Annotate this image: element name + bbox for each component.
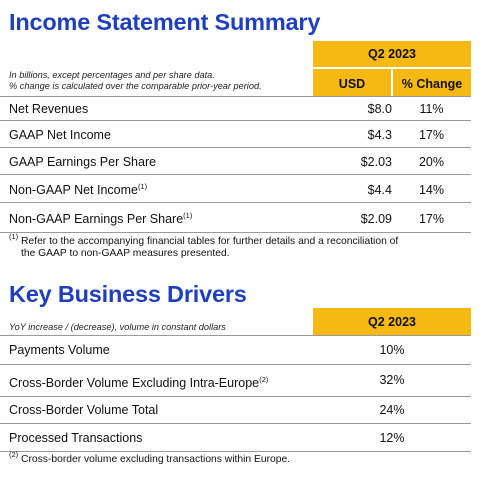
- row-label-text: Non-GAAP Earnings Per Share: [9, 212, 184, 226]
- table-row: Payments Volume 10%: [0, 335, 471, 365]
- row-label: GAAP Earnings Per Share: [9, 155, 157, 169]
- row-change-value: 20%: [418, 155, 445, 169]
- footnote-ref-1: (1): [138, 182, 148, 191]
- row-label: Net Revenues: [9, 102, 89, 116]
- table-row: Non-GAAP Net Income(1) $4.4 14%: [0, 175, 471, 203]
- footnote-1: (1) Refer to the accompanying financial …: [9, 233, 479, 260]
- row-usd-value: $2.09: [360, 212, 392, 226]
- footnote-2: (2) Cross-border volume excluding transa…: [9, 451, 479, 466]
- table-row: Cross-Border Volume Total 24%: [0, 397, 471, 424]
- row-change-value: 11%: [419, 102, 444, 116]
- footnote-2-mark: (2): [9, 450, 19, 459]
- row-value: 10%: [379, 343, 405, 357]
- row-label: Cross-Border Volume Total: [9, 403, 159, 417]
- change-header-cell: [393, 69, 471, 96]
- table-row: GAAP Net Income $4.3 17%: [0, 121, 471, 148]
- drivers-period-header-label: Q2 2023: [368, 315, 416, 329]
- row-usd-value: $8.0: [367, 102, 392, 116]
- row-value: 32%: [379, 373, 405, 387]
- row-value: 24%: [379, 403, 405, 417]
- footnote-ref-1: (1): [183, 211, 193, 220]
- footnote-2-text: Cross-border volume excluding transactio…: [21, 454, 291, 465]
- row-label: Payments Volume: [9, 343, 110, 357]
- row-usd-value: $2.03: [360, 155, 392, 169]
- footnote-1-line1: Refer to the accompanying financial tabl…: [21, 236, 399, 247]
- row-change-value: 14%: [418, 183, 445, 197]
- drivers-period-header-cell: [313, 308, 471, 335]
- table-row: Processed Transactions 12%: [0, 424, 471, 452]
- period-header-cell: [313, 41, 471, 67]
- key-business-drivers-title: Key Business Drivers: [9, 281, 247, 307]
- table-row: Net Revenues $8.0 11%: [0, 96, 471, 121]
- period-header-label: Q2 2023: [368, 47, 416, 61]
- footnote-1-mark: (1): [9, 232, 19, 241]
- row-label-text: Cross-Border Volume Excluding Intra-Euro…: [9, 376, 260, 390]
- row-label: Processed Transactions: [9, 431, 143, 445]
- table-row: Cross-Border Volume Excluding Intra-Euro…: [0, 365, 471, 397]
- row-label: Non-GAAP Net Income(1): [9, 183, 147, 197]
- row-usd-value: $4.3: [367, 128, 392, 142]
- row-value: 12%: [379, 431, 405, 445]
- row-change-value: 17%: [418, 128, 445, 142]
- income-statement-title: Income Statement Summary: [9, 9, 321, 35]
- usd-column-header: USD: [338, 77, 366, 91]
- footnote-1-line2: the GAAP to non-GAAP measures presented.: [21, 248, 230, 259]
- units-note-line1: In billions, except percentages and per …: [9, 70, 215, 80]
- row-usd-value: $4.4: [367, 183, 392, 197]
- row-label: GAAP Net Income: [9, 128, 111, 142]
- table-row: Non-GAAP Earnings Per Share(1) $2.09 17%: [0, 203, 471, 233]
- table-row: GAAP Earnings Per Share $2.03 20%: [0, 148, 471, 175]
- drivers-note: YoY increase / (decrease), volume in con…: [9, 322, 226, 332]
- row-label: Cross-Border Volume Excluding Intra-Euro…: [9, 376, 268, 390]
- row-label: Non-GAAP Earnings Per Share(1): [9, 212, 192, 226]
- change-column-header: % Change: [401, 77, 463, 91]
- units-note-line2: % change is calculated over the comparab…: [9, 81, 262, 91]
- row-change-value: 17%: [418, 212, 445, 226]
- row-label-text: Non-GAAP Net Income: [9, 183, 138, 197]
- usd-header-cell: [313, 69, 391, 96]
- units-note: In billions, except percentages and per …: [9, 70, 262, 92]
- footnote-ref-2: (2): [259, 375, 269, 384]
